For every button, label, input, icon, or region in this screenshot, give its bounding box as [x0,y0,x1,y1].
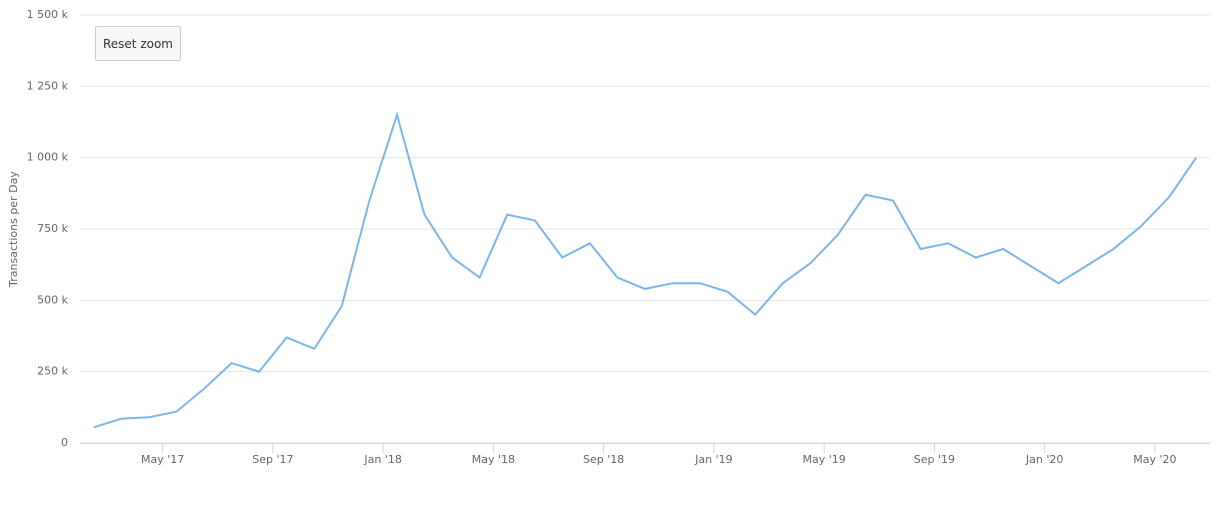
y-tick-label: 0 [61,436,68,449]
y-tick-label: 1 000 k [27,151,69,164]
y-axis-title: Transactions per Day [7,171,20,288]
x-tick-label: Sep '17 [252,453,293,466]
y-tick-label: 250 k [37,365,68,378]
x-tick-label: Jan '19 [694,453,732,466]
x-tick-label: May '18 [472,453,515,466]
x-tick-label: May '20 [1133,453,1176,466]
y-tick-label: 500 k [37,293,68,306]
y-tick-label: 1 250 k [27,79,69,92]
y-tick-label: 1 500 k [27,8,69,21]
reset-zoom-button[interactable]: Reset zoom [95,26,181,61]
x-tick-label: May '17 [141,453,184,466]
x-tick-label: May '19 [803,453,846,466]
x-tick-label: Sep '18 [583,453,624,466]
data-line [93,111,1198,429]
y-tick-label: 750 k [37,222,68,235]
x-tick-label: Jan '20 [1025,453,1063,466]
x-tick-label: Jan '18 [363,453,401,466]
x-tick-label: Sep '19 [914,453,955,466]
